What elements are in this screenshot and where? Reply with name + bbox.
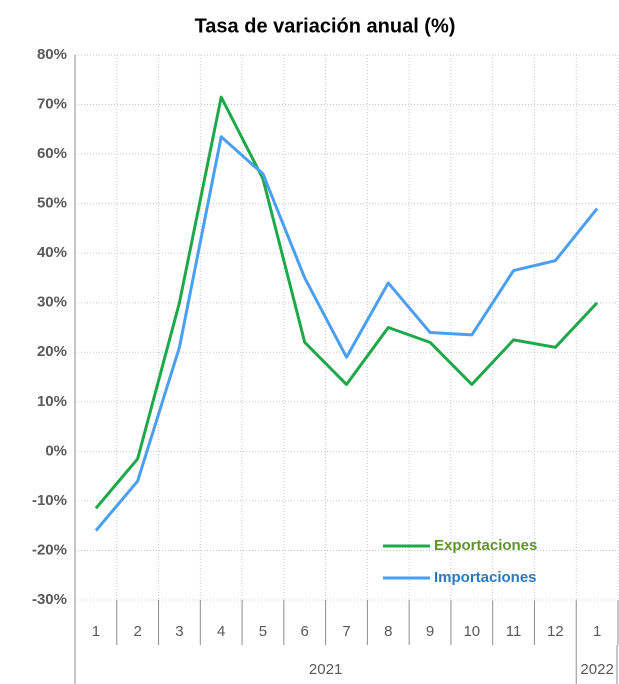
y-tick-label: -10% — [32, 492, 67, 509]
legend-label: Exportaciones — [434, 537, 537, 554]
y-tick-label: -20% — [32, 541, 67, 558]
y-tick-label: 70% — [37, 96, 67, 113]
y-tick-label: 40% — [37, 244, 67, 261]
x-tick-label: 8 — [384, 623, 392, 640]
group-label: 2021 — [309, 661, 342, 678]
x-tick-label: 4 — [217, 623, 225, 640]
x-tick-label: 2 — [133, 623, 141, 640]
y-tick-label: 0% — [45, 442, 67, 459]
y-tick-label: 50% — [37, 195, 67, 212]
series-line — [94, 95, 599, 510]
x-tick-label: 1 — [92, 623, 100, 640]
y-tick-label: -30% — [32, 591, 67, 608]
x-tick-label: 9 — [426, 623, 434, 640]
x-tick-label: 11 — [506, 623, 522, 640]
chart-title: Tasa de variación anual (%) — [195, 15, 456, 37]
x-tick-label: 6 — [301, 623, 309, 640]
y-tick-label: 30% — [37, 294, 67, 311]
x-tick-label: 7 — [342, 623, 350, 640]
legend-label: Importaciones — [434, 569, 537, 586]
x-tick-label: 5 — [259, 623, 267, 640]
series-line — [94, 135, 599, 532]
group-label: 2022 — [580, 661, 613, 678]
x-tick-label: 1 — [593, 623, 601, 640]
y-tick-label: 20% — [37, 343, 67, 360]
y-tick-label: 80% — [37, 46, 67, 63]
y-tick-label: 60% — [37, 145, 67, 162]
x-tick-label: 3 — [175, 623, 183, 640]
x-tick-label: 12 — [547, 623, 564, 640]
y-tick-label: 10% — [37, 393, 67, 410]
x-tick-label: 10 — [463, 623, 480, 640]
